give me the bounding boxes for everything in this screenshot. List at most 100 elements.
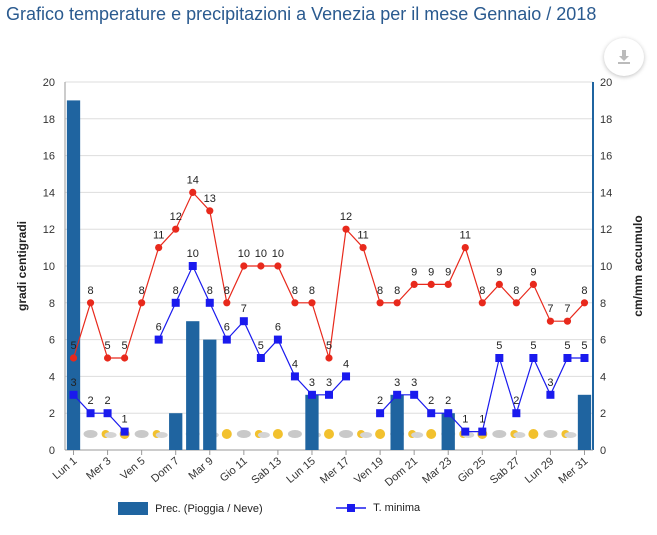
cloud-icon [104,432,117,438]
cloud-icon [360,432,373,438]
legend-tmin-label: T. minima [373,502,421,515]
legend-bar[interactable]: Prec. (Pioggia / Neve) [118,502,263,515]
precip-bar [577,394,592,450]
tmax-data-label: 10 [255,248,267,260]
tmin-point [410,390,419,399]
y-axis-title-left: gradi centigradi [15,221,29,311]
x-tick-label: Mer 31 [556,455,590,486]
tmin-point [427,409,436,418]
tmin-data-label: 5 [581,340,587,352]
x-tick-label: Lun 29 [523,455,556,486]
tmin-point [188,262,197,270]
tmin-point [495,354,504,362]
cloud-icon [155,432,168,438]
x-tick-label: Sab 13 [249,455,283,487]
tmax-point [86,299,95,307]
tmin-data-label: 3 [70,377,76,389]
tmax-point [274,262,282,270]
precip-bar [390,394,404,450]
tmax-data-label: 8 [581,285,587,297]
x-tick-label: Dom 21 [383,455,420,489]
x-tick-label: Gio 25 [456,455,489,485]
tmax-point [172,225,180,233]
tmin-data-label: 2 [445,395,451,407]
tmin-point [325,390,333,399]
tmin-point [307,390,316,399]
y-tick-label-left: 4 [49,371,55,383]
y-tick-label-left: 8 [49,298,55,310]
sun-icon [426,429,437,439]
tmin-point [273,335,282,344]
tmax-data-label: 7 [564,303,570,315]
chart-title: Grafico temperature e precipitazioni a V… [6,4,597,24]
precip-bar [203,339,217,450]
y-tick-label-right: 20 [600,77,612,89]
tmax-data-label: 8 [139,285,145,297]
precip-bar [66,100,81,451]
tmin-data-label: 2 [105,395,111,407]
precip-bar [169,413,183,450]
download-button[interactable] [604,38,644,76]
legend-tmin-swatch [336,504,366,513]
tmax-data-label: 5 [105,340,111,352]
y-tick-label-right: 16 [600,151,612,163]
tmin-point [376,409,385,418]
x-tick-label: Ven 19 [352,455,386,486]
tmin-data-label: 5 [258,340,264,352]
y-tick-label-left: 20 [43,77,55,89]
sun-icon [272,429,283,439]
tmax-point [529,280,537,288]
tmax-point [546,317,555,325]
y-tick-label-left: 12 [43,224,55,236]
cloud-icon [339,430,354,438]
tmin-data-label: 8 [173,285,179,297]
legend-bar-label: Prec. (Pioggia / Neve) [155,502,263,515]
y-tick-label-right: 8 [600,298,606,310]
tmax-data-label: 8 [87,285,93,297]
tmin-point [529,354,538,362]
tmax-data-label: 14 [187,174,199,186]
tmin-data-label: 3 [411,377,417,389]
tmax-point [444,280,452,288]
tmax-point [478,299,486,307]
x-tick-label: Mar 23 [420,455,454,486]
precip-bar [441,413,455,450]
tmax-data-label: 8 [479,285,485,297]
tmax-point [240,262,248,270]
tmin-point [444,409,453,418]
tmax-point [376,299,384,307]
tmax-data-label: 8 [377,285,383,297]
sun-icon [221,429,232,439]
tmax-data-label: 8 [394,285,400,297]
tmax-point [393,299,401,307]
x-tick-label: Dom 7 [149,455,182,485]
legend-tmin[interactable]: T. minima [336,502,420,514]
tmin-data-label: 5 [496,340,502,352]
cloud-icon [83,430,98,438]
tmax-point [257,262,265,270]
tmax-point [410,280,418,288]
tmin-point [290,372,299,381]
tmax-point [223,299,231,307]
tmin-data-label: 6 [224,322,230,334]
tmin-point [171,298,180,307]
tmin-data-label: 1 [479,414,485,426]
y-tick-label-left: 2 [49,408,55,420]
tmin-point [86,409,95,418]
tmin-data-label: 2 [87,395,93,407]
tmin-data-label: 6 [156,322,162,334]
tmax-point [121,354,129,362]
tmax-data-label: 11 [153,230,164,242]
tmin-data-label: 1 [462,414,468,426]
tmin-point [205,298,214,307]
tmin-point [342,372,351,381]
tmax-point [342,225,350,233]
y-axis-title-right: cm/mm accumulo [631,215,645,316]
y-tick-label-right: 18 [600,114,612,126]
tmin-point [478,427,487,436]
y-tick-label-left: 10 [43,261,55,273]
y-tick-label-right: 10 [600,261,612,273]
tmax-point [189,188,197,196]
tmax-data-label: 9 [445,266,451,278]
tmin-point [120,427,129,436]
